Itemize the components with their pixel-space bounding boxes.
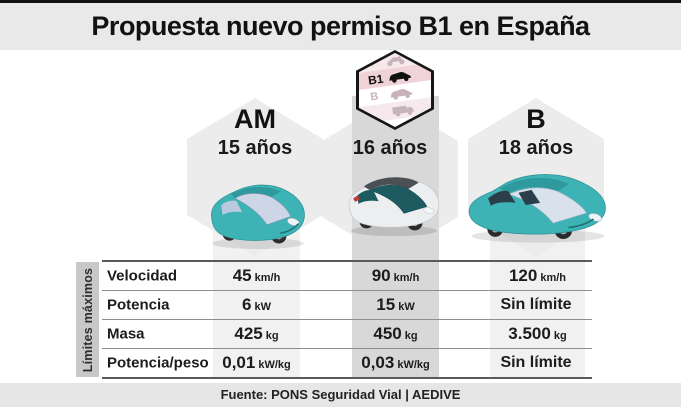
value-unit: km/h [254, 272, 281, 284]
value-unit: kW [254, 301, 271, 313]
top-border-line [0, 0, 681, 3]
value-am: 0,01 kW/kg [213, 349, 300, 377]
motorcycle-icon [387, 55, 405, 66]
plate-row-b: B [359, 79, 431, 109]
value-am: 425 kg [213, 320, 300, 348]
b1-compact-car-illustration [348, 177, 440, 237]
plate-letter: A [364, 56, 375, 70]
value-number: 90 [371, 266, 391, 285]
limits-side-label-strip: Límites máximos [76, 262, 99, 377]
value-number: 0,01 [222, 353, 256, 372]
value-number: 450 [373, 324, 402, 343]
footer-band: Fuente: PONS Seguridad Vial | AEDIVE [0, 383, 681, 407]
row-label: Potencia [107, 296, 170, 314]
license-label-b: B [526, 104, 546, 134]
plate-inner: A B1 B [359, 53, 431, 127]
value-b: 120 km/h [490, 262, 585, 290]
column-strip-b1 [352, 96, 439, 378]
limits-table: Velocidad 45 km/h 90 km/h 120 km/h Potencia… [102, 260, 592, 379]
value-b1: 15 kW [352, 291, 439, 319]
value-b1: 450 kg [352, 320, 439, 348]
car-icon [390, 88, 413, 100]
plate-rows: A B1 B [359, 53, 431, 126]
value-number: 425 [234, 324, 263, 343]
value-b1: 0,03 kW/kg [352, 349, 439, 377]
source-attribution: Fuente: PONS Seguridad Vial | AEDIVE [220, 387, 461, 402]
value-b: 3.500 kg [490, 320, 585, 348]
table-row-potencia-peso: Potencia/peso 0,01 kW/kg 0,03 kW/kg Sin lí… [102, 349, 592, 377]
value-b: Sin límite [490, 291, 585, 319]
row-label: Potencia/peso [107, 354, 209, 372]
value-number: Sin límite [500, 296, 572, 313]
plate-row-partial [359, 95, 431, 126]
value-unit: kg [404, 330, 418, 342]
value-am: 45 km/h [213, 262, 300, 290]
age-label-am: 15 años [217, 137, 293, 159]
plate-letter: B [369, 89, 380, 103]
value-unit: km/h [393, 272, 420, 284]
value-unit: kW [398, 301, 415, 313]
value-unit: kW/kg [397, 359, 430, 371]
page-title: Propuesta nuevo permiso B1 en España [91, 11, 590, 41]
license-label-am: AM [234, 104, 276, 134]
plate-letter [373, 112, 387, 114]
value-b: Sin límite [490, 349, 585, 377]
value-number: 0,03 [361, 353, 395, 372]
truck-icon [392, 105, 414, 117]
plate-row-a: A [359, 53, 431, 75]
plate-row-b1: B1 [359, 61, 431, 92]
age-label-b: 18 años [498, 137, 574, 159]
am-microcar-illustration [211, 184, 305, 250]
row-label: Velocidad [107, 267, 178, 285]
table-row-potencia: Potencia 6 kW 15 kW Sin límite [102, 291, 592, 320]
b-sedan-illustration [468, 174, 606, 243]
value-number: Sin límite [500, 354, 572, 371]
car-icon [389, 71, 412, 83]
value-unit: kW/kg [258, 359, 291, 371]
value-am: 6 kW [213, 291, 300, 319]
value-unit: kg [553, 330, 567, 342]
table-row-masa: Masa 425 kg 450 kg 3.500 kg [102, 320, 592, 349]
value-number: 45 [232, 266, 252, 285]
value-number: 15 [376, 295, 396, 314]
value-unit: km/h [540, 272, 567, 284]
table-row-velocidad: Velocidad 45 km/h 90 km/h 120 km/h [102, 262, 592, 291]
value-number: 120 [508, 266, 538, 285]
value-number: 3.500 [508, 324, 551, 343]
plate-letter: B1 [367, 71, 385, 88]
value-number: 6 [242, 295, 252, 314]
value-unit: kg [265, 330, 279, 342]
age-label-b1: 16 años [352, 137, 428, 159]
row-label: Masa [107, 325, 145, 343]
header-band: Propuesta nuevo permiso B1 en España [0, 3, 681, 50]
value-b1: 90 km/h [352, 262, 439, 290]
limits-side-label: Límites máximos [80, 267, 95, 372]
